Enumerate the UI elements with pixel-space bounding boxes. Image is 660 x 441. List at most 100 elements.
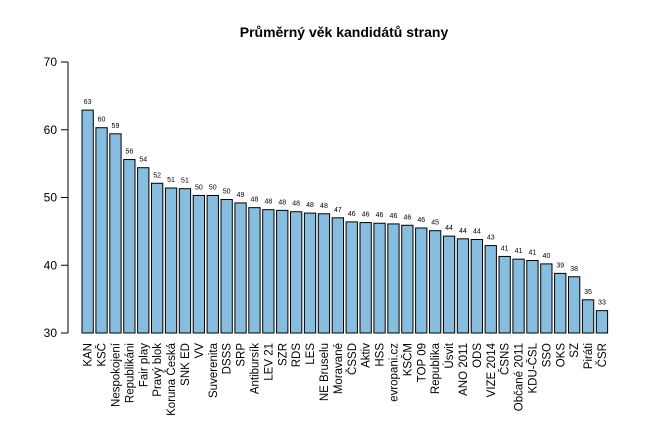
value-label: 50: [195, 184, 203, 191]
value-label: 48: [264, 199, 272, 206]
category-label: Občané 2011: [514, 343, 526, 411]
value-label: 46: [417, 217, 425, 224]
category-label: ČSNS: [499, 343, 512, 375]
bar: [581, 299, 595, 334]
value-label: 48: [306, 202, 314, 209]
value-label: 48: [251, 197, 259, 204]
value-label: 63: [84, 99, 92, 106]
value-label: 50: [223, 189, 231, 196]
category-label: ANO 2011: [458, 343, 470, 396]
category-label: Aktiv: [361, 343, 373, 368]
bar: [220, 199, 233, 334]
value-labels: 63 60 59 56 54 52 51 51 50 50 50 49 48 48 48 48 48 48 47 46…: [84, 99, 606, 307]
bar: [303, 212, 317, 334]
value-label: 46: [362, 212, 370, 219]
bar: [359, 222, 372, 334]
chart-title: Průměrný věk kandidátů strany: [240, 24, 449, 40]
value-label: 41: [529, 250, 537, 257]
value-label: 38: [570, 266, 578, 273]
value-label: 46: [348, 211, 356, 218]
category-label: Úsvit: [443, 342, 456, 368]
bar: [151, 182, 164, 334]
bar: [498, 255, 511, 334]
bar: [595, 310, 609, 334]
bar: [178, 188, 192, 334]
category-label: NE Bruselu: [319, 343, 331, 401]
value-label: 50: [209, 184, 217, 191]
value-label: 49: [237, 192, 245, 199]
category-label: VIZE 2014: [486, 342, 498, 397]
y-tick-label: 70: [44, 55, 58, 69]
bar: [276, 209, 289, 334]
value-label: 45: [431, 220, 439, 227]
bar: [526, 260, 539, 334]
category-label: LEV 21: [263, 343, 275, 381]
bar: [164, 187, 178, 334]
value-label: 48: [320, 203, 328, 210]
bar: [568, 276, 581, 334]
category-label: ODS: [472, 343, 484, 368]
bar: [345, 221, 358, 334]
value-label: 48: [292, 201, 300, 208]
category-label: KAN: [83, 343, 95, 367]
category-label: SZ: [569, 343, 581, 358]
bar: [415, 227, 428, 334]
value-label: 52: [153, 172, 161, 179]
category-label: Antibursík: [249, 343, 261, 394]
value-label: 33: [598, 300, 606, 307]
value-label: 48: [278, 199, 286, 206]
value-label: 39: [556, 262, 564, 269]
value-label: 47: [334, 207, 342, 214]
y-axis: 30 40 50 60 70: [44, 55, 69, 340]
bar: [317, 213, 331, 334]
value-label: 46: [390, 213, 398, 220]
category-label: TOP 09: [416, 343, 428, 382]
category-label: KDU-ČSL: [526, 342, 539, 393]
value-label: 43: [487, 235, 495, 242]
bar: [192, 194, 205, 334]
bar: [81, 109, 94, 334]
category-label: evropani.cz: [388, 343, 400, 402]
category-label: RDS: [291, 343, 303, 368]
category-label: Nespokojení: [110, 342, 122, 407]
category-label: VV: [194, 343, 206, 359]
category-label: Republikáni: [124, 343, 136, 403]
category-label: SRP: [236, 343, 248, 367]
value-label: 41: [515, 248, 523, 255]
y-tick-label: 40: [44, 258, 58, 272]
value-label: 46: [403, 214, 411, 221]
value-label: 35: [584, 289, 592, 296]
value-label: 44: [473, 229, 481, 236]
category-label: LES: [305, 343, 317, 365]
category-labels: KAN KSČ Nespokojení Republikáni Fair play Pra…: [83, 342, 609, 416]
y-tick-label: 30: [44, 326, 58, 340]
category-label: Fair play: [138, 343, 150, 387]
category-label: Koruna Česká: [165, 342, 178, 415]
value-label: 51: [167, 177, 175, 184]
bar: [540, 263, 553, 334]
category-label: KSČM: [401, 343, 414, 376]
value-label: 41: [501, 245, 509, 252]
category-label: Piráti: [583, 343, 595, 369]
bar: [442, 235, 456, 334]
category-label: Moravané: [333, 343, 345, 394]
bar: [137, 167, 150, 334]
category-label: SSO: [541, 343, 553, 367]
bar: [206, 194, 219, 334]
bar: [484, 245, 497, 334]
value-label: 54: [139, 157, 147, 164]
category-label: OKS: [555, 343, 567, 368]
bar: [290, 211, 303, 334]
value-label: 44: [445, 225, 453, 232]
value-label: 51: [181, 178, 189, 185]
category-label: Suverenita: [208, 342, 220, 398]
bar: [234, 202, 247, 334]
category-label: DSSS: [222, 343, 234, 375]
bar: [262, 209, 275, 334]
value-label: 46: [376, 212, 384, 219]
bar: [512, 258, 525, 334]
bar: [373, 222, 386, 334]
category-label: SNK ED: [180, 343, 192, 386]
bar: [95, 127, 108, 334]
